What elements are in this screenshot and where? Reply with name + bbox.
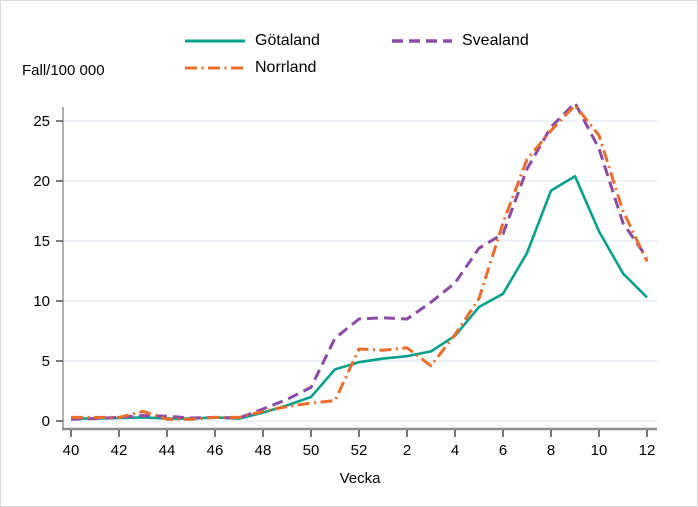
x-tick-label: 8: [547, 442, 555, 459]
legend: Götaland Svealand Norrland: [184, 32, 529, 77]
legend-swatch-dashed-line-icon: [392, 39, 452, 43]
series-line-svealand: [70, 101, 649, 421]
legend-item-svealand: Svealand: [391, 32, 529, 50]
x-tick-label: 50: [303, 442, 320, 459]
y-tick-label: 15: [33, 233, 50, 250]
series-line-norrland: [71, 103, 649, 421]
y-axis-title: Fall/100 000: [22, 62, 105, 79]
legend-swatch-solid-line-icon: [185, 39, 245, 43]
x-tick-label: 46: [207, 442, 224, 459]
legend-item-norrland: Norrland: [184, 59, 391, 77]
x-tick-label: 6: [499, 442, 507, 459]
y-tick-label: 20: [33, 173, 50, 190]
x-tick-label: 42: [111, 442, 128, 459]
x-tick-label: 44: [159, 442, 176, 459]
y-tick-label: 5: [42, 353, 50, 370]
y-tick-label: 10: [33, 293, 50, 310]
x-tick-label: 4: [451, 442, 459, 459]
x-tick-label: 12: [639, 442, 656, 459]
series-line-gtaland: [71, 174, 648, 420]
x-axis-title: Vecka: [340, 470, 382, 487]
x-tick-label: 2: [403, 442, 411, 459]
legend-label-norrland: Norrland: [255, 59, 317, 76]
y-tick-label: 0: [42, 413, 50, 430]
x-tick-label: 10: [591, 442, 608, 459]
legend-label-svealand: Svealand: [462, 32, 529, 49]
legend-label-gotaland: Götaland: [255, 32, 320, 49]
legend-item-gotaland: Götaland: [184, 32, 391, 50]
x-tick-label: 40: [63, 442, 80, 459]
legend-swatch-dashdot-line-icon: [185, 66, 245, 70]
y-tick-label: 25: [33, 113, 50, 130]
x-tick-label: 48: [255, 442, 272, 459]
x-tick-label: 52: [351, 442, 368, 459]
